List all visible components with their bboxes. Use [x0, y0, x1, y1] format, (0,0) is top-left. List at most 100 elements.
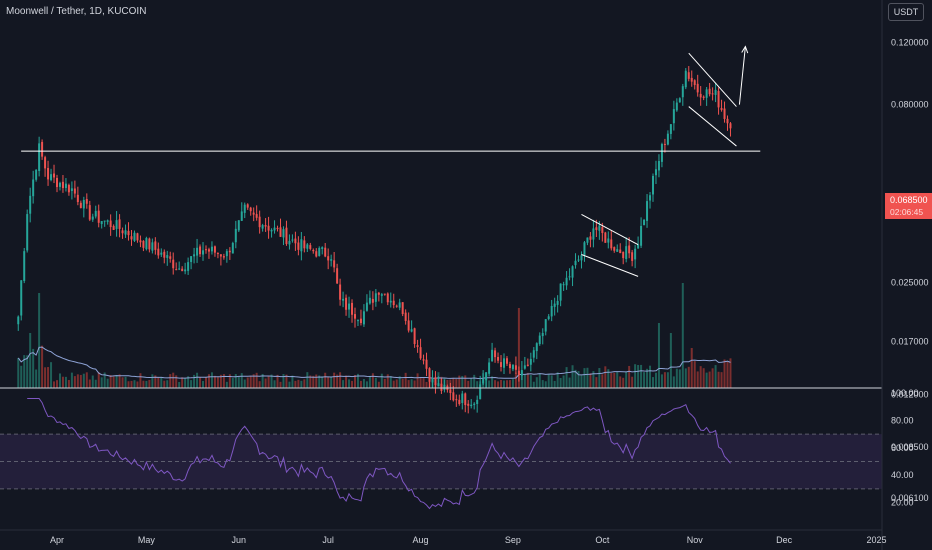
candle-body [324, 247, 327, 257]
volume-bar [729, 358, 732, 388]
volume-bar [97, 372, 100, 388]
candle-body [56, 177, 58, 188]
time-tick-label: Jul [322, 535, 334, 545]
volume-bar [100, 377, 103, 388]
volume-bar [35, 369, 38, 388]
volume-bar [392, 380, 395, 388]
candle-body [64, 183, 67, 188]
volume-bar [359, 380, 362, 388]
volume-bar [279, 381, 282, 388]
volume-bar [678, 369, 681, 388]
candle-body [434, 377, 437, 386]
volume-bar [300, 380, 303, 388]
volume-bar [571, 365, 574, 388]
volume-bar [556, 372, 559, 388]
candle-body [205, 249, 207, 251]
candle-body [595, 227, 598, 230]
candle-body [431, 378, 434, 383]
volume-bar [85, 372, 88, 388]
volume-bar [452, 377, 455, 388]
candle-body [181, 268, 184, 272]
volume-bar [672, 376, 675, 388]
candle-body [213, 246, 216, 253]
candle-body [678, 98, 681, 103]
candle-body [88, 205, 91, 220]
volume-bar [333, 372, 336, 388]
candle-body [517, 370, 520, 375]
candle-body [702, 96, 705, 98]
volume-bar [660, 374, 663, 388]
candle-body [437, 383, 440, 387]
candle-body [252, 212, 255, 215]
candle-body [473, 403, 476, 405]
candle-body [604, 232, 607, 243]
volume-bar [50, 362, 53, 388]
volume-bar [175, 375, 178, 388]
currency-button[interactable]: USDT [888, 3, 924, 21]
volume-bar [58, 373, 61, 388]
volume-bar [467, 380, 470, 388]
time-tick-label: Dec [776, 535, 793, 545]
volume-bar [371, 373, 374, 388]
volume-bar [675, 368, 678, 388]
candle-body [288, 240, 291, 245]
volume-bar [288, 381, 291, 388]
volume-bar [553, 380, 556, 388]
candle-body [535, 343, 538, 352]
volume-bar [368, 375, 371, 388]
volume-bar [231, 377, 234, 388]
volume-bar [595, 377, 598, 388]
candle-body [610, 239, 613, 249]
flag-upper-line [581, 213, 639, 246]
volume-bar [652, 377, 654, 388]
volume-bar [127, 381, 130, 388]
volume-bar [154, 375, 157, 388]
volume-bar [44, 367, 47, 388]
candle-body [279, 227, 282, 237]
candle-body [70, 188, 73, 192]
candle-body [708, 88, 711, 95]
volume-bar [142, 380, 145, 388]
candle-body [601, 227, 604, 234]
volume-bar [264, 378, 267, 388]
candle-body [449, 389, 452, 394]
volume-bar [562, 375, 565, 388]
volume-bar [640, 364, 643, 388]
candle-body [574, 260, 577, 266]
candle-body [559, 283, 562, 301]
volume-bar [401, 378, 404, 388]
candle-body [50, 174, 53, 181]
candle-body [368, 297, 371, 304]
time-tick-label: May [138, 535, 156, 545]
volume-ma-line [17, 346, 731, 380]
volume-bar [625, 371, 628, 388]
volume-bar [228, 374, 231, 388]
volume-bar [169, 374, 172, 388]
volume-bar [619, 376, 622, 388]
candle-body [377, 292, 380, 295]
flag-lower-line [581, 254, 639, 277]
volume-bar [586, 367, 589, 388]
candle-body [541, 332, 544, 337]
volume-bar [327, 376, 330, 388]
volume-bar [547, 374, 550, 388]
volume-bar [491, 376, 494, 388]
candle-body [616, 249, 619, 252]
volume-bar [407, 380, 410, 388]
candle-body [514, 365, 517, 370]
candle-body [455, 399, 458, 401]
volume-bar [643, 372, 646, 388]
candle-body [443, 384, 446, 390]
candle-body [619, 249, 622, 254]
candle-body [428, 368, 431, 382]
candle-body [675, 102, 678, 111]
candle-body [285, 227, 288, 244]
candle-body [300, 239, 303, 252]
candle-body [631, 252, 634, 261]
candle-body [657, 161, 660, 171]
candle-body [255, 214, 258, 218]
volume-bar [151, 374, 154, 388]
volume-bar [249, 375, 252, 388]
volume-bar [693, 361, 696, 388]
